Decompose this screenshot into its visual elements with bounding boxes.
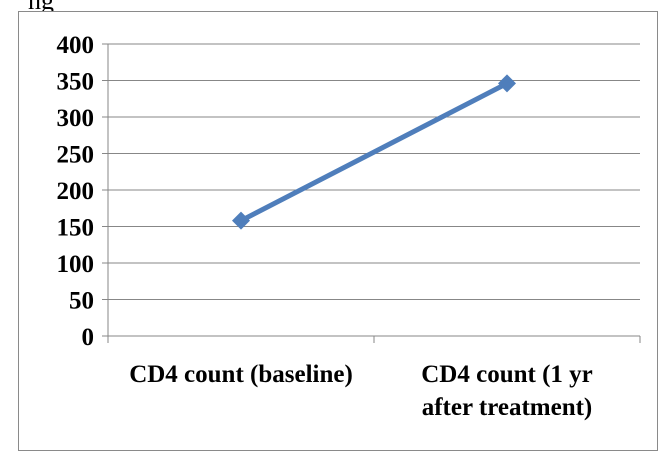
axes xyxy=(102,43,641,343)
chart-frame xyxy=(18,11,658,451)
gridlines xyxy=(108,43,640,300)
series-line-0 xyxy=(238,80,510,224)
y-tick-label-150: 150 xyxy=(57,215,95,242)
y-tick-label-400: 400 xyxy=(57,32,95,59)
x-axis-category-labels: CD4 count (baseline) CD4 count (1 yr after… xyxy=(129,361,593,421)
y-tick-label-350: 350 xyxy=(57,69,95,96)
data-point-marker-0-0 xyxy=(232,211,250,230)
y-tick-label-300: 300 xyxy=(57,105,95,132)
y-tick-label-100: 100 xyxy=(57,251,95,278)
y-tick-label-200: 200 xyxy=(57,178,95,205)
data-series xyxy=(232,74,516,230)
y-tick-label-0: 0 xyxy=(82,324,95,351)
line-chart: 0 50 100 150 200 250 300 350 400 CD4 count (base… xyxy=(57,32,641,421)
x-category-label-0: CD4 count (baseline) xyxy=(129,361,353,388)
data-point-marker-0-1 xyxy=(498,74,516,93)
y-axis-tick-labels: 0 50 100 150 200 250 300 350 400 xyxy=(57,32,95,351)
y-tick-label-50: 50 xyxy=(69,288,94,315)
x-category-label-0-line-0: CD4 count (baseline) xyxy=(129,361,353,388)
x-category-label-1-line-0: CD4 count (1 yr xyxy=(421,361,593,388)
x-category-label-1-line-1: after treatment) xyxy=(422,394,593,421)
x-category-label-1: CD4 count (1 yr after treatment) xyxy=(421,361,593,421)
y-tick-label-250: 250 xyxy=(57,142,95,169)
